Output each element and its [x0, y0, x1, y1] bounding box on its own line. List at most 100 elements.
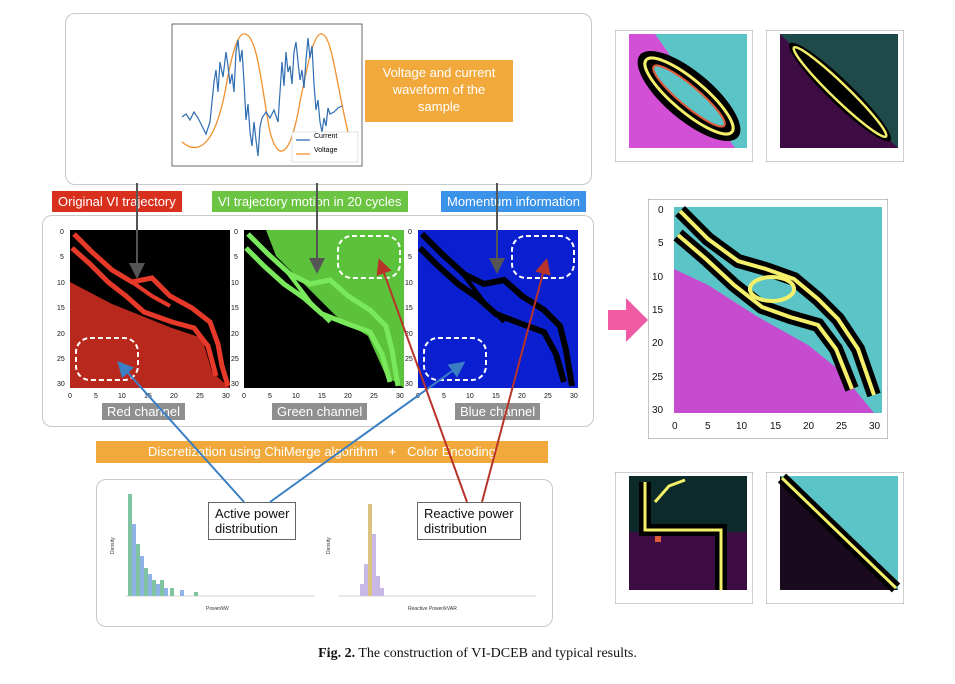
large-y-ticks: 0 5 10 15 20 25 30: [652, 205, 664, 416]
green-x-ticks: 0 5 10 15 20 25 30: [242, 393, 404, 400]
svg-text:10: 10: [292, 393, 300, 400]
reactive-bars: [360, 504, 384, 596]
svg-text:10: 10: [57, 280, 65, 287]
figure-caption-text: The construction of VI-DCEB and typical …: [358, 646, 637, 661]
svg-text:25: 25: [836, 421, 848, 432]
figure-label: Fig. 2.: [318, 646, 356, 661]
svg-text:20: 20: [57, 331, 65, 338]
svg-text:25: 25: [231, 356, 239, 363]
svg-text:5: 5: [234, 254, 238, 261]
discretization-bar: Discretization using ChiMerge algorithm …: [96, 441, 548, 463]
svg-text:20: 20: [405, 331, 413, 338]
svg-text:20: 20: [518, 393, 526, 400]
svg-text:0: 0: [408, 229, 412, 236]
tag-momentum: Momentum information: [441, 191, 586, 212]
svg-text:5: 5: [268, 393, 272, 400]
result-small-top-left: [615, 30, 753, 162]
svg-text:25: 25: [405, 356, 413, 363]
tag-original-vi: Original VI trajectory: [52, 191, 182, 212]
svg-text:5: 5: [705, 421, 711, 432]
waveform-callout: Voltage and current waveform of the samp…: [365, 60, 513, 122]
red-channel-label: Red channel: [102, 403, 185, 420]
svg-text:20: 20: [652, 338, 664, 349]
svg-text:15: 15: [405, 305, 413, 312]
svg-text:0: 0: [234, 229, 238, 236]
active-bars: [128, 494, 198, 596]
result-small-top-right: [766, 30, 904, 162]
reactive-power-histogram: Density Reactive Power/kVAR: [326, 504, 536, 612]
svg-text:15: 15: [770, 421, 782, 432]
svg-text:20: 20: [231, 331, 239, 338]
svg-text:0: 0: [68, 393, 72, 400]
arrow-reactive-green: [376, 258, 468, 503]
svg-text:15: 15: [652, 305, 664, 316]
svg-text:30: 30: [869, 421, 881, 432]
active-xlabel: Power/kW: [206, 606, 229, 612]
arrow-reactive-blue: [481, 258, 551, 503]
reactive-xlabel: Reactive Power/kVAR: [408, 606, 457, 612]
blue-y-ticks: 0 5 10 15 20 25 30: [405, 229, 413, 388]
arrow-active-red: [117, 361, 245, 503]
pink-arrow: [608, 298, 648, 342]
red-channel-image: 0 5 10 15 20 25 30 0 5 10 15 20 25 30: [57, 229, 231, 400]
result-large: 0 5 10 15 20 25 30 0 5 10 15 20 25 30: [648, 199, 888, 439]
svg-text:25: 25: [544, 393, 552, 400]
svg-text:0: 0: [60, 229, 64, 236]
blue-highlight-region-top: [511, 235, 575, 279]
green-highlight-region: [337, 235, 401, 279]
result-small-bottom-left: [615, 472, 753, 604]
legend-current-label: Current: [314, 133, 338, 140]
svg-text:30: 30: [231, 381, 239, 388]
discretization-left: Discretization using ChiMerge algorithm: [148, 444, 378, 459]
active-ylabel: Density: [110, 537, 116, 554]
arrow-active-blue: [269, 361, 466, 503]
blue-channel-label: Blue channel: [455, 403, 541, 420]
green-y-ticks: 0 5 10 15 20 25 30: [231, 229, 239, 388]
svg-text:25: 25: [196, 393, 204, 400]
waveform-plot: [171, 23, 363, 167]
svg-text:30: 30: [652, 405, 664, 416]
svg-text:5: 5: [94, 393, 98, 400]
current-line: [181, 37, 343, 157]
svg-text:0: 0: [672, 421, 678, 432]
svg-text:5: 5: [658, 238, 664, 249]
large-x-ticks: 0 5 10 15 20 25 30: [672, 421, 881, 432]
reactive-power-callout: Reactive power distribution: [417, 502, 521, 540]
red-y-ticks: 0 5 10 15 20 25 30: [57, 229, 65, 388]
svg-text:10: 10: [466, 393, 474, 400]
discretization-right: Color Encoding: [407, 444, 496, 459]
active-power-callout: Active power distribution: [208, 502, 297, 540]
figure-caption: Fig. 2. The construction of VI-DCEB and …: [0, 646, 955, 662]
active-power-histogram: Density Power/kW: [110, 494, 315, 612]
svg-text:30: 30: [57, 381, 65, 388]
tag-vi-motion: VI trajectory motion in 20 cycles: [212, 191, 408, 212]
svg-text:30: 30: [396, 393, 404, 400]
svg-text:15: 15: [57, 305, 65, 312]
svg-text:20: 20: [803, 421, 815, 432]
svg-text:30: 30: [570, 393, 578, 400]
svg-text:10: 10: [405, 280, 413, 287]
green-channel-image: 0 5 10 15 20 25 30 0 5 10 15 20 25 30: [231, 229, 404, 400]
svg-text:5: 5: [60, 254, 64, 261]
svg-text:15: 15: [318, 393, 326, 400]
svg-text:0: 0: [658, 205, 664, 216]
svg-text:25: 25: [370, 393, 378, 400]
waveform-legend: [291, 131, 359, 163]
red-highlight-region: [75, 337, 139, 381]
discretization-plus: +: [388, 444, 397, 459]
svg-text:30: 30: [405, 381, 413, 388]
svg-text:25: 25: [652, 372, 664, 383]
svg-text:15: 15: [231, 305, 239, 312]
blue-highlight-region-bottom: [423, 337, 487, 381]
svg-text:0: 0: [242, 393, 246, 400]
svg-text:15: 15: [492, 393, 500, 400]
svg-text:5: 5: [442, 393, 446, 400]
svg-text:10: 10: [652, 272, 664, 283]
voltage-line: [181, 33, 349, 152]
svg-text:25: 25: [57, 356, 65, 363]
legend-voltage-label: Voltage: [314, 147, 338, 154]
svg-text:10: 10: [736, 421, 748, 432]
svg-text:30: 30: [222, 393, 230, 400]
green-channel-label: Green channel: [272, 403, 368, 420]
